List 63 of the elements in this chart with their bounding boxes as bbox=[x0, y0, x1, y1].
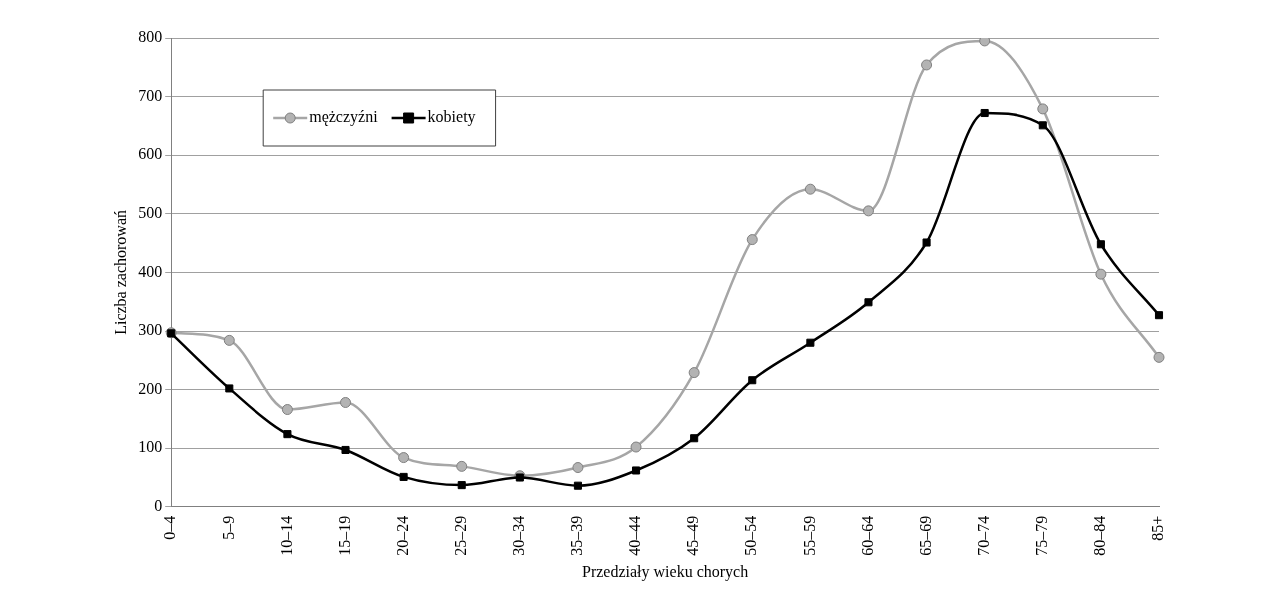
point bbox=[457, 481, 466, 490]
x-tick-label: 50–54 bbox=[742, 515, 760, 556]
x-tick-label: 20–24 bbox=[393, 515, 411, 556]
point bbox=[1154, 311, 1164, 320]
point bbox=[806, 338, 815, 347]
x-tick-label: 0–4 bbox=[161, 515, 179, 540]
point bbox=[398, 452, 410, 464]
y-tick-label: 700 bbox=[138, 86, 163, 104]
y-tick-label: 800 bbox=[138, 28, 163, 46]
y-axis-title: Liczba zachorowań bbox=[111, 209, 129, 335]
point bbox=[921, 59, 933, 71]
point bbox=[340, 396, 352, 408]
point bbox=[1153, 351, 1165, 363]
x-tick-label: 70–74 bbox=[974, 515, 992, 556]
x-tick-label: 25–29 bbox=[451, 515, 469, 556]
point bbox=[283, 430, 292, 439]
x-tick-label: 10–14 bbox=[277, 515, 295, 556]
point bbox=[341, 445, 350, 454]
point bbox=[572, 462, 584, 474]
y-tick-label: 500 bbox=[138, 204, 163, 221]
x-tick-label: 5–9 bbox=[219, 515, 237, 540]
x-tick-label: 60–64 bbox=[858, 515, 876, 556]
y-tick-label: 400 bbox=[138, 262, 163, 280]
point bbox=[399, 472, 408, 481]
x-tick-label: 45–49 bbox=[684, 515, 702, 556]
point bbox=[630, 441, 642, 453]
point bbox=[225, 384, 234, 393]
y-tick-label: 100 bbox=[138, 438, 163, 456]
point bbox=[862, 205, 874, 217]
x-tick-label: 35–39 bbox=[568, 515, 586, 556]
x-axis-title: Przedziały wieku chorych bbox=[582, 562, 749, 581]
x-tick-label: 80–84 bbox=[1091, 515, 1109, 556]
x-tick-label: 85+ bbox=[1149, 515, 1167, 541]
x-tick-label: 75–79 bbox=[1032, 515, 1050, 556]
point bbox=[1037, 103, 1049, 115]
x-tick-label: 15–19 bbox=[335, 515, 353, 556]
point bbox=[690, 434, 699, 443]
x-tick-label: 55–59 bbox=[800, 515, 818, 556]
legend-label: mężczyźni bbox=[309, 108, 379, 127]
point bbox=[804, 183, 816, 195]
x-tick-label: 65–69 bbox=[916, 515, 934, 556]
y-tick-label: 600 bbox=[138, 145, 163, 163]
point bbox=[1096, 240, 1105, 249]
y-tick-label: 300 bbox=[138, 321, 163, 339]
point bbox=[864, 298, 873, 307]
legend-label: kobiety bbox=[427, 108, 476, 127]
point bbox=[1038, 121, 1047, 130]
point bbox=[979, 38, 991, 47]
point bbox=[746, 234, 758, 246]
point bbox=[980, 108, 989, 118]
point bbox=[456, 460, 468, 472]
x-tick-label: 30–34 bbox=[510, 515, 528, 556]
point bbox=[748, 376, 757, 385]
y-tick-label: 200 bbox=[138, 379, 163, 397]
point bbox=[632, 466, 641, 475]
point bbox=[223, 334, 235, 346]
point bbox=[688, 367, 700, 379]
point bbox=[281, 404, 293, 416]
y-tick-label: 0 bbox=[154, 497, 163, 514]
point bbox=[1095, 268, 1107, 280]
x-tick-label: 40–44 bbox=[626, 515, 644, 556]
point bbox=[573, 481, 582, 490]
point bbox=[922, 238, 931, 247]
